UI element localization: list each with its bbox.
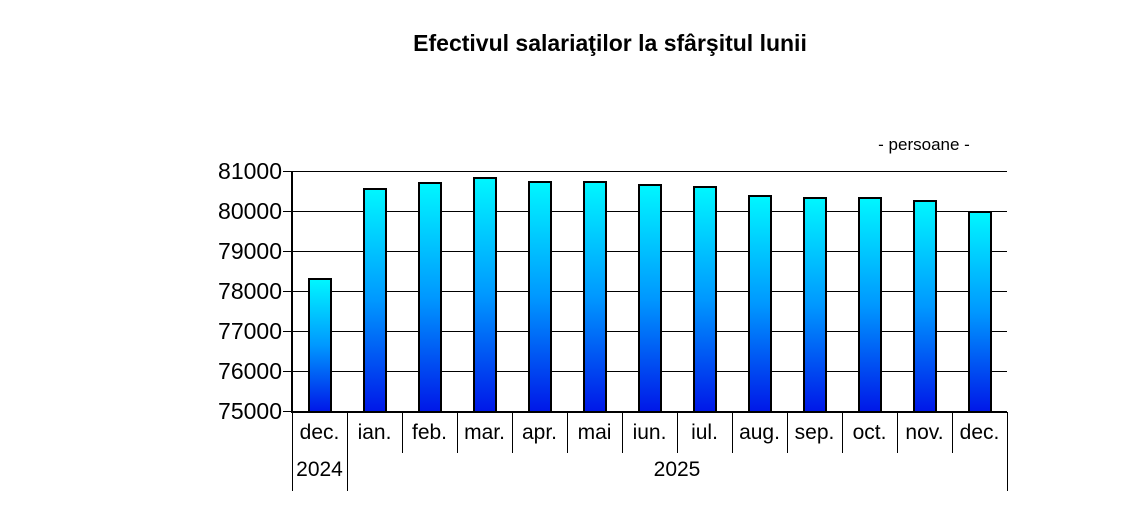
x-axis-tick — [732, 412, 733, 453]
bar — [692, 186, 717, 413]
bar — [362, 187, 387, 413]
bar — [747, 194, 772, 413]
x-axis-tick — [512, 412, 513, 453]
x-axis-label: mar. — [464, 420, 505, 444]
x-axis-tick — [292, 412, 293, 491]
year-label: 2025 — [653, 458, 701, 481]
y-axis-label: 75000 — [218, 398, 282, 424]
y-axis-tick — [283, 371, 292, 372]
x-axis-tick — [952, 412, 953, 453]
y-axis-label: 79000 — [218, 238, 282, 264]
bar — [472, 177, 497, 413]
bar — [967, 211, 992, 413]
y-axis-tick — [283, 291, 292, 292]
chart-title: Efectivul salariaţilor la sfârşitul luni… — [413, 30, 807, 56]
x-axis-label: nov. — [905, 420, 944, 444]
x-axis-label: iun. — [632, 420, 667, 444]
x-axis-label: aug. — [739, 420, 780, 444]
y-axis-label: 77000 — [218, 318, 282, 344]
x-axis-tick — [402, 412, 403, 453]
x-axis-label: iul. — [691, 420, 718, 444]
x-axis-tick — [842, 412, 843, 453]
x-axis-tick — [897, 412, 898, 453]
y-axis-tick — [283, 411, 292, 412]
x-axis-tick — [567, 412, 568, 453]
y-axis-tick — [283, 171, 292, 172]
y-axis-label: 76000 — [218, 358, 282, 384]
x-axis-label: feb. — [411, 420, 448, 444]
y-axis-tick — [283, 331, 292, 332]
y-axis-label: 78000 — [218, 278, 282, 304]
bar — [637, 184, 662, 413]
bar — [527, 181, 552, 413]
x-axis-tick — [457, 412, 458, 453]
bar — [582, 180, 607, 413]
y-axis-label: 81000 — [218, 158, 282, 184]
x-axis-tick — [787, 412, 788, 453]
units-label: - persoane - — [878, 135, 970, 154]
x-axis-label: mai — [577, 420, 612, 444]
x-axis-tick — [347, 412, 348, 491]
x-axis-label: ian. — [357, 420, 392, 444]
bar — [802, 196, 827, 413]
y-axis-tick — [283, 211, 292, 212]
x-axis-tick — [1007, 412, 1008, 491]
x-axis-label: dec. — [299, 420, 340, 444]
y-axis-label: 80000 — [218, 198, 282, 224]
bar — [307, 277, 332, 413]
year-label: 2024 — [296, 458, 343, 481]
x-axis-label: sep. — [794, 420, 835, 444]
x-axis-tick — [622, 412, 623, 453]
x-axis-label: oct. — [852, 420, 887, 444]
y-axis-line — [291, 171, 293, 412]
gridline — [292, 171, 1007, 172]
x-axis-tick — [677, 412, 678, 453]
x-axis-label: apr. — [521, 420, 558, 444]
bar — [417, 182, 442, 413]
bar — [857, 197, 882, 413]
y-axis-tick — [283, 251, 292, 252]
x-axis-label: dec. — [959, 420, 1000, 444]
bar — [912, 200, 937, 413]
